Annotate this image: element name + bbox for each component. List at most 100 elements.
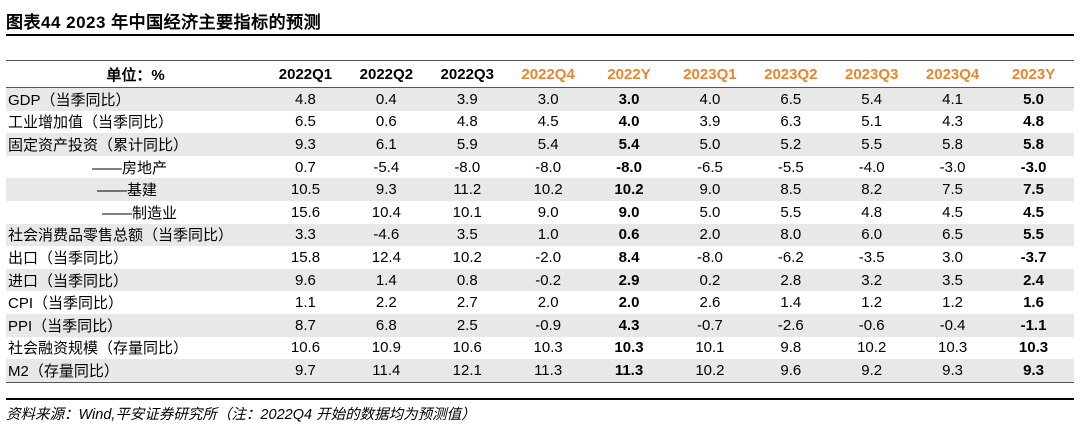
table-cell: 4.8 <box>861 203 883 221</box>
table-cell: 8.2 <box>831 178 913 201</box>
table-row: 进口（当季同比） 9.6 1.4 0.8 -0.2 2.9 0.2 2.8 3.2 3.5 2.4 <box>6 268 1074 292</box>
table-cell: 4.5 <box>1023 203 1044 221</box>
table-cell: 0.7 <box>295 158 316 176</box>
table-row: 固定资产投资（累计同比） 9.3 6.1 5.9 5.4 5.4 5.0 5.2 5.5 5.8 5… <box>6 133 1074 156</box>
table-cell: 7.5 <box>993 178 1074 201</box>
row-label: 进口（当季同比） <box>6 268 266 292</box>
table-cell: 4.0 <box>669 87 751 111</box>
table-cell: 9.3 <box>345 178 427 201</box>
row-label: ——基建 <box>6 178 266 201</box>
table-cell: 4.8 <box>1023 113 1044 131</box>
source-note: 资料来源：Wind,平安证券研究所（注：2022Q4 开始的数据均为预测值） <box>6 398 1074 423</box>
table-cell: 12.4 <box>371 248 401 266</box>
table-cell: 5.2 <box>750 133 832 156</box>
column-header: 2023Q4 <box>912 60 994 88</box>
table-cell: 9.3 <box>993 359 1074 383</box>
row-label: GDP（当季同比） <box>6 87 266 111</box>
column-header: 2022Q1 <box>265 60 346 88</box>
table-cell: 7.5 <box>912 178 994 201</box>
table-cell: 5.8 <box>993 133 1074 156</box>
table-cell: 9.7 <box>265 359 346 383</box>
table-cell: 4.8 <box>456 113 478 131</box>
table-cell: 8.5 <box>750 178 832 201</box>
table-cell: 0.6 <box>375 113 397 131</box>
table-cell: 5.5 <box>993 223 1074 247</box>
table-cell: 3.3 <box>265 223 346 247</box>
table-cell: 1.1 <box>295 294 316 312</box>
table-cell: 4.3 <box>588 313 670 337</box>
figure-title-bar: 图表44 2023 年中国经济主要指标的预测 <box>6 6 1074 36</box>
table-cell: 10.1 <box>452 203 482 221</box>
table-cell: -0.7 <box>669 313 751 337</box>
table-cell: 1.0 <box>507 223 589 247</box>
table-cell: 10.2 <box>857 339 887 357</box>
table-cell: 5.9 <box>426 133 508 156</box>
table-cell: 6.8 <box>345 313 427 337</box>
table-cell: 5.8 <box>912 133 994 156</box>
table-cell: -0.4 <box>912 313 994 337</box>
table-cell: 10.4 <box>371 203 401 221</box>
table-cell: -4.6 <box>345 223 427 247</box>
table-header-row: 单位：% 2022Q1 2022Q2 2022Q3 2022Q4 2022Y 2… <box>6 60 1074 88</box>
table-cell: 9.6 <box>750 359 832 383</box>
table-cell: -2.0 <box>535 248 562 266</box>
table-cell: -8.0 <box>696 248 723 266</box>
table-cell: 10.2 <box>588 178 670 201</box>
table-row: M2（存量同比） 9.7 11.4 12.1 11.3 11.3 10.2 9.6 9.2 9.3… <box>6 359 1074 383</box>
column-header: 2022Q3 <box>426 60 508 88</box>
table-cell: 2.6 <box>699 294 721 312</box>
table-cell: 2.7 <box>456 294 478 312</box>
table-cell: 9.3 <box>912 359 994 383</box>
column-header: 2022Q2 <box>345 60 427 88</box>
table-cell: 9.0 <box>537 203 559 221</box>
table-cell: 11.3 <box>588 359 670 383</box>
column-header: 2023Y <box>993 60 1074 88</box>
table-cell: 2.9 <box>588 268 670 292</box>
table-cell: 3.0 <box>507 87 589 111</box>
table-cell: 3.5 <box>912 268 994 292</box>
table-cell: 9.0 <box>618 203 640 221</box>
table-cell: -2.6 <box>750 313 832 337</box>
table-cell: 3.2 <box>831 268 913 292</box>
row-label: 社会消费品零售总额（当季同比） <box>6 223 266 247</box>
row-label: PPI（当季同比） <box>6 313 266 337</box>
table-cell: 15.8 <box>290 248 321 266</box>
unit-header: 单位：% <box>6 60 266 88</box>
row-label: 出口（当季同比） <box>8 249 129 267</box>
table-cell: 5.1 <box>861 113 883 131</box>
table-cell: 1.4 <box>345 268 427 292</box>
table-cell: -3.7 <box>1020 248 1047 266</box>
table-cell: 6.5 <box>750 87 832 111</box>
row-label: CPI（当季同比） <box>8 295 124 313</box>
table-cell: 9.8 <box>780 339 802 357</box>
column-header: 2023Q1 <box>669 60 751 88</box>
table-cell: 11.3 <box>507 359 589 383</box>
table-cell: -8.0 <box>616 158 642 176</box>
table-cell: 15.6 <box>290 203 321 221</box>
table-cell: 1.6 <box>1023 294 1044 312</box>
figure-title: 图表44 2023 年中国经济主要指标的预测 <box>6 12 322 32</box>
table-cell: 10.6 <box>290 339 321 357</box>
table-cell: 12.1 <box>426 359 508 383</box>
table-row: ——基建 10.5 9.3 11.2 10.2 10.2 9.0 8.5 8.2 7.5 7.5 <box>6 178 1074 201</box>
table-cell: 5.5 <box>780 203 802 221</box>
table-cell: 11.4 <box>345 359 427 383</box>
table-cell: 5.0 <box>699 203 721 221</box>
table-cell: -8.0 <box>535 158 562 176</box>
table-cell: 10.3 <box>614 339 644 357</box>
table-cell: 1.2 <box>861 294 883 312</box>
table-row: CPI（当季同比） 1.1 2.2 2.7 2.0 2.0 2.6 1.4 1.2 1.2 1.6 <box>6 291 1074 314</box>
table-row: PPI（当季同比） 8.7 6.8 2.5 -0.9 4.3 -0.7 -2.6 -0.6 -0.… <box>6 313 1074 337</box>
table-cell: 10.2 <box>507 178 589 201</box>
table-cell: -3.0 <box>1020 158 1047 176</box>
table-cell: 6.3 <box>780 113 802 131</box>
table-cell: -5.5 <box>777 158 804 176</box>
column-header: 2023Q2 <box>750 60 832 88</box>
table-cell: -3.0 <box>939 158 966 176</box>
table-cell: -0.9 <box>507 313 589 337</box>
table-cell: 5.0 <box>993 87 1074 111</box>
table-cell: 0.4 <box>345 87 427 111</box>
table-cell: 1.4 <box>780 294 802 312</box>
table-row: ——房地产 0.7 -5.4 -8.0 -8.0 -8.0 -6.5 -5.5 -4.0 -3.0… <box>6 156 1074 179</box>
table-cell: 8.4 <box>618 248 640 266</box>
